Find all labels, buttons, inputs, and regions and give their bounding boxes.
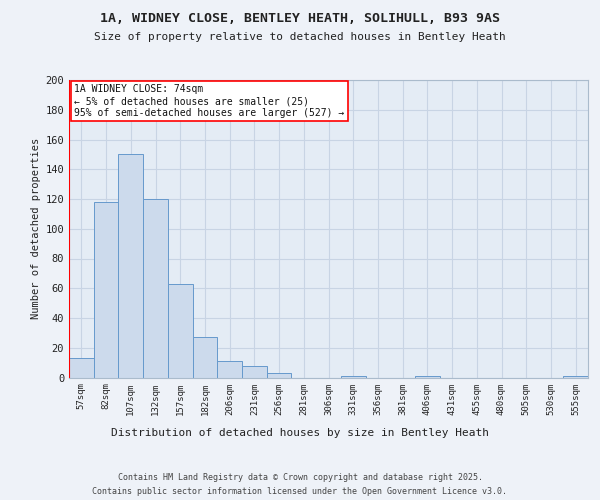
Bar [118,154,143,378]
Text: Distribution of detached houses by size in Bentley Heath: Distribution of detached houses by size … [111,428,489,438]
Bar [193,338,217,378]
Bar [143,199,168,378]
Text: Contains HM Land Registry data © Crown copyright and database right 2025.: Contains HM Land Registry data © Crown c… [118,472,482,482]
Bar [242,366,267,378]
Bar [69,358,94,378]
Y-axis label: Number of detached properties: Number of detached properties [31,138,41,320]
Text: Size of property relative to detached houses in Bentley Heath: Size of property relative to detached ho… [94,32,506,42]
Text: 1A, WIDNEY CLOSE, BENTLEY HEATH, SOLIHULL, B93 9AS: 1A, WIDNEY CLOSE, BENTLEY HEATH, SOLIHUL… [100,12,500,26]
Bar [168,284,193,378]
Bar [217,361,242,378]
Bar [341,376,365,378]
Text: 1A WIDNEY CLOSE: 74sqm
← 5% of detached houses are smaller (25)
95% of semi-deta: 1A WIDNEY CLOSE: 74sqm ← 5% of detached … [74,84,344,117]
Bar [267,373,292,378]
Bar [563,376,588,378]
Text: Contains public sector information licensed under the Open Government Licence v3: Contains public sector information licen… [92,488,508,496]
Bar [94,202,118,378]
Bar [415,376,440,378]
